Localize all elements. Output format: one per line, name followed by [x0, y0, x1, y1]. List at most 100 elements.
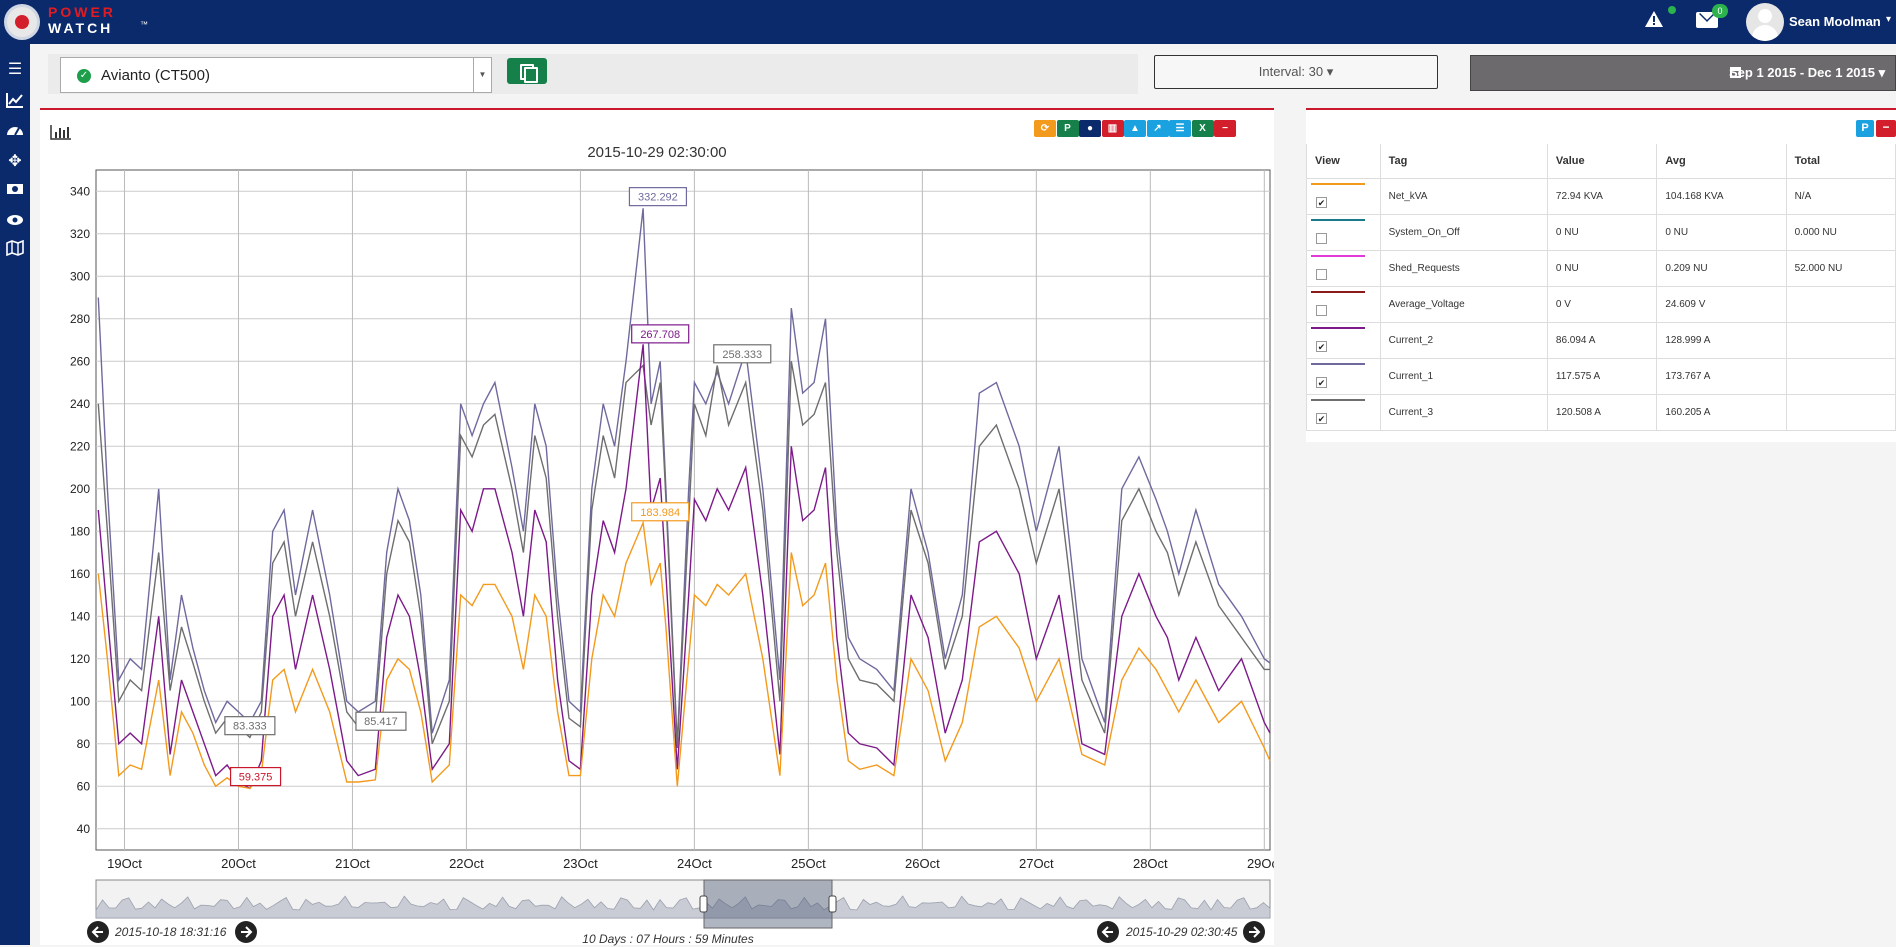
logo-text-power: POWER — [48, 4, 116, 20]
series-visibility-checkbox[interactable] — [1316, 304, 1327, 316]
copy-button[interactable] — [507, 58, 547, 84]
y-tick-label: 80 — [77, 737, 91, 751]
data-label-box — [628, 187, 688, 207]
menu-toggle-icon[interactable]: ☰ — [7, 61, 23, 78]
eye-icon[interactable] — [5, 212, 25, 232]
data-label-box — [713, 344, 772, 364]
series-visibility-checkbox[interactable]: ✔ — [1316, 412, 1327, 424]
logo-text-watch: WATCH — [48, 20, 114, 36]
x-tick-label: 22Oct — [449, 856, 484, 871]
data-label: 83.333 — [233, 721, 267, 733]
site-select-caret-icon[interactable]: ▼ — [473, 58, 491, 92]
data-label-box — [631, 324, 690, 344]
user-name[interactable]: Sean Moolman — [1789, 14, 1881, 29]
cell-avg: 173.767 A — [1656, 357, 1787, 395]
column-header-tag: Tag — [1379, 144, 1548, 179]
map-icon[interactable] — [5, 239, 25, 260]
data-label: 85.417 — [364, 716, 398, 728]
table-header-row: View Tag Value Avg Total — [1306, 144, 1896, 179]
series-visibility-checkbox[interactable]: ✔ — [1316, 376, 1327, 388]
navigator-series — [95, 895, 1271, 919]
tag-table-panel: P − View Tag Value Avg Total ✔ Net_kVA 72.94 K… — [1306, 108, 1896, 442]
range-start-back-icon-glyph — [91, 926, 103, 938]
range-start-forward-icon-glyph — [241, 926, 253, 938]
calendar-icon — [1730, 67, 1741, 78]
y-tick-label: 220 — [70, 439, 90, 453]
toggle-icon[interactable]: ● — [1079, 120, 1101, 137]
navigator-left-handle — [699, 895, 708, 913]
series-visibility-checkbox[interactable] — [1316, 232, 1327, 244]
dashboard-gauge-icon[interactable] — [5, 122, 25, 142]
logo-emblem — [4, 4, 40, 40]
cell-total — [1785, 357, 1896, 395]
series-line-current-2 — [97, 344, 1271, 790]
sidebar: ☰ ✥ — [0, 44, 30, 945]
excel-icon[interactable]: X — [1191, 120, 1214, 137]
x-tick-label: 27Oct — [1019, 856, 1054, 871]
line-chart-icon[interactable]: ↗ — [1146, 120, 1169, 137]
crosshair-icon[interactable]: ✥ — [8, 153, 22, 170]
x-tick-label: 20Oct — [221, 856, 256, 871]
range-end-label: 2015-10-29 02:30:45 — [1125, 925, 1238, 939]
column-header-avg: Avg — [1656, 144, 1787, 179]
area-chart-icon[interactable]: ▲ — [1124, 120, 1146, 137]
cell-total: 0.000 NU — [1785, 213, 1896, 251]
cell-avg: 24.609 V — [1656, 285, 1787, 323]
table-row: ✔ Current_3 120.508 A 160.205 A — [1306, 393, 1896, 431]
cell-total: 52.000 NU — [1785, 249, 1896, 287]
y-tick-label: 200 — [70, 482, 90, 496]
y-tick-label: 100 — [70, 694, 90, 708]
cell-value: 117.575 A — [1546, 357, 1658, 395]
series-color-swatch — [1311, 326, 1365, 329]
refresh-icon[interactable]: ⟳ — [1034, 120, 1056, 137]
series-visibility-checkbox[interactable]: ✔ — [1316, 196, 1327, 208]
columns-icon[interactable]: ▥ — [1101, 120, 1124, 137]
cell-tag: System_On_Off — [1379, 213, 1548, 251]
range-duration-label: 10 Days : 07 Hours : 59 Minutes — [582, 932, 753, 946]
column-header-total: Total — [1785, 144, 1896, 179]
trend-line-chart[interactable]: 40 60 80 100 120 140 160 180 200 220 240 260 280 300 3… — [40, 110, 1274, 947]
power-watch-logo[interactable]: POWER WATCH ™ — [0, 0, 160, 44]
x-tick-label: 29Oct — [1247, 856, 1274, 871]
interval-dropdown[interactable]: Interval: 30 ▾ — [1154, 55, 1438, 89]
chart-panel: ⟳ P ● ▥ ▲ ↗ ☰ X − 2015-10-29 02:30:00 40 60 80 100 1… — [40, 108, 1274, 947]
site-online-check-icon: ✓ — [77, 69, 91, 83]
y-tick-label: 160 — [70, 567, 90, 581]
y-tick-label: 180 — [70, 524, 90, 538]
view-cell — [1306, 249, 1381, 287]
data-label-box — [355, 711, 407, 731]
data-label: 59.375 — [239, 772, 273, 784]
alert-icon[interactable] — [1644, 10, 1664, 32]
p-icon[interactable]: P — [1056, 120, 1079, 137]
navigator-selection — [703, 879, 833, 929]
data-label-box — [631, 502, 690, 522]
cell-avg: 104.168 KVA — [1656, 177, 1787, 215]
user-avatar[interactable] — [1746, 3, 1784, 41]
money-icon[interactable] — [5, 182, 25, 202]
trend-chart-icon[interactable] — [5, 92, 25, 112]
x-tick-label: 24Oct — [677, 856, 712, 871]
cell-total — [1785, 393, 1896, 431]
date-range-picker[interactable]: Sep 1 2015 - Dec 1 2015 ▾ — [1470, 55, 1896, 91]
series-line-current-3 — [97, 361, 1270, 749]
user-menu-caret-icon[interactable]: ▾ — [1886, 14, 1892, 25]
mail-icon[interactable] — [1696, 12, 1718, 28]
y-tick-label: 320 — [70, 227, 90, 241]
site-select[interactable]: ✓ Avianto (CT500) ▼ — [60, 57, 492, 93]
series-color-swatch — [1311, 362, 1365, 365]
table-row: Average_Voltage 0 V 24.609 V — [1306, 285, 1896, 323]
table-row: System_On_Off 0 NU 0 NU 0.000 NU — [1306, 213, 1896, 251]
bar-chart-icon[interactable] — [50, 124, 72, 140]
close-panel-button[interactable]: − — [1876, 120, 1896, 137]
sort-icon[interactable]: ☰ — [1169, 120, 1191, 137]
cell-value: 0 NU — [1546, 249, 1658, 287]
x-tick-label: 28Oct — [1133, 856, 1168, 871]
table-row: ✔ Net_kVA 72.94 KVA 104.168 KVA N/A — [1306, 177, 1896, 215]
data-label: 267.708 — [640, 329, 680, 341]
cell-avg: 0 NU — [1656, 213, 1787, 251]
p-toggle-button[interactable]: P — [1856, 120, 1874, 137]
series-visibility-checkbox[interactable]: ✔ — [1316, 340, 1327, 352]
series-visibility-checkbox[interactable] — [1316, 268, 1327, 280]
minus-icon[interactable]: − — [1214, 120, 1236, 137]
table-row: Shed_Requests 0 NU 0.209 NU 52.000 NU — [1306, 249, 1896, 287]
